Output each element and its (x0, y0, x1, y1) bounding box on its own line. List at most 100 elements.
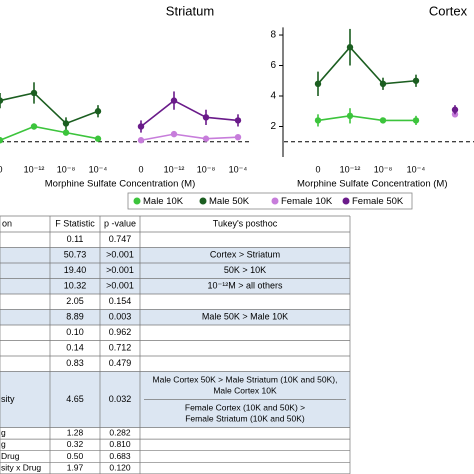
row-highlight (0, 278, 350, 294)
table-cell: 0.683 (109, 451, 131, 461)
x-tick-label: 10⁻⁸ (57, 164, 76, 174)
x-tick-label: 10⁻⁸ (374, 164, 393, 174)
table-header: on (2, 218, 12, 228)
legend-label: Female 10K (281, 196, 333, 207)
data-point (202, 135, 210, 142)
table-cell: 0.282 (109, 428, 131, 438)
chart-title: Striatum (166, 3, 214, 18)
data-point (412, 77, 420, 84)
x-axis-label: Morphine Sulfate Concentration (M) (45, 179, 196, 190)
data-point (451, 106, 459, 113)
table-cell: 0.14 (66, 343, 84, 353)
x-tick-label: 10⁻⁴ (229, 164, 248, 174)
table-cell: 4.65 (66, 394, 84, 404)
data-point (137, 123, 145, 130)
legend-marker (199, 197, 207, 205)
table-cell: 0.712 (109, 343, 132, 353)
table-cell: 10⁻¹²M > all others (207, 281, 283, 291)
table-cell: 10.32 (64, 281, 87, 291)
table-cell: 0.32 (67, 439, 84, 449)
table-header: Tukey's posthoc (213, 218, 278, 228)
table-cell: 2.05 (66, 296, 84, 306)
x-tick-label: 0 (138, 164, 143, 174)
data-point (346, 112, 354, 120)
table-cell: Female Cortex (10K and 50K) > (185, 402, 305, 412)
table-cell: 0.83 (66, 358, 84, 368)
row-highlight (0, 247, 350, 263)
series-line (317, 46, 417, 85)
data-point (137, 137, 145, 144)
table-cell: 0.154 (109, 296, 132, 306)
table-cell: 0.810 (109, 439, 131, 449)
table-cell: 0.003 (109, 312, 132, 322)
data-point (0, 137, 4, 144)
legend-label: Male 10K (143, 196, 184, 207)
data-point (234, 133, 242, 141)
x-tick-label: 0 (0, 164, 3, 174)
table-cell: g (1, 428, 6, 438)
data-point (314, 117, 322, 124)
table-cell: Female Striatum (10K and 50K) (185, 413, 305, 423)
data-point (30, 123, 38, 130)
series-line (0, 125, 99, 141)
data-point (346, 44, 354, 51)
table-cell: 8.89 (66, 312, 84, 322)
x-tick-label: 10⁻⁴ (89, 164, 108, 174)
table-cell: 0.747 (109, 234, 132, 244)
y-tick-label: 6 (270, 60, 276, 71)
table-cell: 1.97 (67, 462, 84, 472)
table-header: F Statistic (55, 218, 95, 228)
table-cell: 0.10 (66, 327, 84, 337)
table-cell: 19.40 (64, 265, 87, 275)
data-point (62, 129, 70, 136)
table-cell: sity x Drug (1, 462, 41, 472)
legend-marker (271, 197, 279, 205)
legend-marker (342, 197, 350, 205)
series-line (0, 92, 99, 125)
table-cell: Drug (1, 451, 20, 461)
x-tick-label: 10⁻⁴ (407, 164, 426, 174)
data-point (451, 111, 459, 118)
data-point (94, 108, 102, 115)
table-cell: >0.001 (106, 250, 134, 260)
y-tick-label: 8 (270, 30, 276, 41)
x-axis-label: Morphine Sulfate Concentration (M) (297, 179, 448, 190)
table-cell: 50.73 (64, 250, 87, 260)
x-tick-label: 10⁻¹² (340, 164, 361, 174)
legend-marker (133, 197, 141, 205)
chart-title: Cortex (429, 3, 468, 18)
table-cell: >0.001 (106, 265, 134, 275)
data-point (412, 117, 420, 124)
table-cell: 50K > 10K (224, 265, 266, 275)
table-cell: g (1, 439, 6, 449)
x-tick-label: 10⁻¹² (24, 164, 45, 174)
table-cell: Cortex > Striatum (210, 250, 280, 260)
table-cell: 0.50 (67, 451, 84, 461)
row-highlight (0, 263, 350, 279)
table-cell: sity (1, 394, 15, 404)
row-highlight (0, 309, 350, 325)
data-point (170, 130, 178, 138)
legend-label: Female 50K (352, 196, 404, 207)
x-tick-label: 10⁻⁸ (197, 164, 216, 174)
data-point (62, 120, 70, 127)
series-line (317, 115, 416, 122)
data-point (379, 117, 387, 124)
table-cell: 0.962 (109, 327, 132, 337)
x-tick-label: 10⁻¹² (164, 164, 185, 174)
data-point (379, 80, 387, 88)
data-point (0, 97, 4, 104)
table-cell: Male 50K > Male 10K (202, 312, 288, 322)
legend-box (127, 192, 413, 210)
table-cell: 0.479 (109, 358, 132, 368)
data-point (30, 89, 38, 97)
series-line (140, 99, 239, 128)
data-point (234, 117, 242, 124)
table-cell: 0.11 (67, 234, 84, 244)
x-tick-label: 0 (315, 164, 320, 174)
table-header: p -value (104, 218, 136, 228)
series-line (140, 133, 239, 142)
table-cell: Male Cortex 50K > Male Striatum (10K and… (153, 374, 338, 384)
data-point (94, 135, 102, 142)
